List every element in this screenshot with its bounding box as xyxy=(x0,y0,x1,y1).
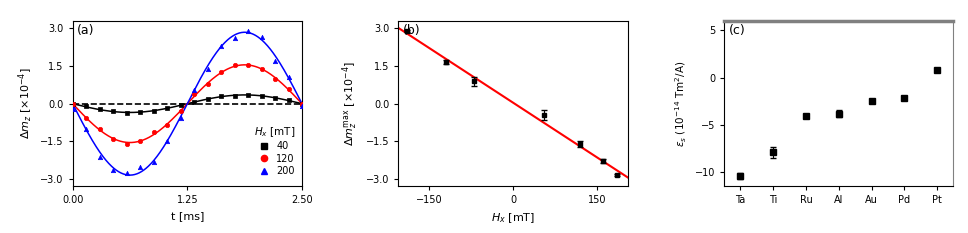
Y-axis label: $\Delta m_z$ [$\times 10^{-4}$]: $\Delta m_z$ [$\times 10^{-4}$] xyxy=(16,68,35,139)
Y-axis label: $\Delta m_z^{\rm max}$ [$\times 10^{-4}$]: $\Delta m_z^{\rm max}$ [$\times 10^{-4}$… xyxy=(341,61,360,146)
Point xyxy=(267,77,283,80)
Legend: 40, 120, 200: 40, 120, 200 xyxy=(252,123,297,178)
Point xyxy=(92,127,107,131)
Point xyxy=(254,35,269,39)
Point xyxy=(133,165,148,169)
Point xyxy=(133,110,148,113)
Point xyxy=(213,44,228,48)
Point xyxy=(78,105,94,108)
Y-axis label: $\varepsilon_s$ ($10^{-14}$ Tm$^2$/A): $\varepsilon_s$ ($10^{-14}$ Tm$^2$/A) xyxy=(674,61,689,147)
Point xyxy=(294,102,310,106)
Point xyxy=(78,116,94,120)
Point xyxy=(160,139,175,143)
Point xyxy=(119,111,135,115)
Point xyxy=(146,160,162,164)
Point xyxy=(240,29,256,33)
Point xyxy=(119,142,135,145)
Point xyxy=(213,71,228,74)
Text: (a): (a) xyxy=(77,24,95,37)
X-axis label: t [ms]: t [ms] xyxy=(170,211,204,221)
Point xyxy=(65,103,80,106)
Point xyxy=(119,171,135,175)
Point xyxy=(106,168,121,171)
Point xyxy=(199,98,215,101)
X-axis label: $H_x$ [mT]: $H_x$ [mT] xyxy=(491,211,535,225)
Point xyxy=(227,94,242,97)
Point xyxy=(92,107,107,111)
Text: (b): (b) xyxy=(403,24,420,37)
Point xyxy=(186,89,201,92)
Point xyxy=(240,93,256,97)
Point xyxy=(199,67,215,71)
Point xyxy=(281,98,296,102)
Point xyxy=(146,130,162,134)
Point xyxy=(227,63,242,67)
Point xyxy=(267,96,283,99)
Point xyxy=(65,108,80,111)
Point xyxy=(294,104,310,108)
Point xyxy=(173,116,189,120)
Point xyxy=(173,110,189,113)
Point xyxy=(227,36,242,40)
Point xyxy=(146,109,162,113)
Point xyxy=(281,87,296,91)
Point xyxy=(213,94,228,98)
Point xyxy=(254,94,269,98)
Text: (c): (c) xyxy=(729,24,745,37)
Point xyxy=(240,63,256,67)
Point xyxy=(254,67,269,70)
Point xyxy=(186,92,201,96)
Point xyxy=(65,102,80,106)
Point xyxy=(199,82,215,86)
Point xyxy=(133,139,148,143)
Point xyxy=(106,137,121,141)
Point xyxy=(294,102,310,106)
Point xyxy=(78,127,94,131)
Point xyxy=(92,155,107,159)
Point xyxy=(160,123,175,127)
Point xyxy=(160,106,175,110)
Point xyxy=(173,103,189,107)
Point xyxy=(281,75,296,79)
Point xyxy=(106,110,121,113)
Point xyxy=(267,59,283,63)
Point xyxy=(186,100,201,104)
